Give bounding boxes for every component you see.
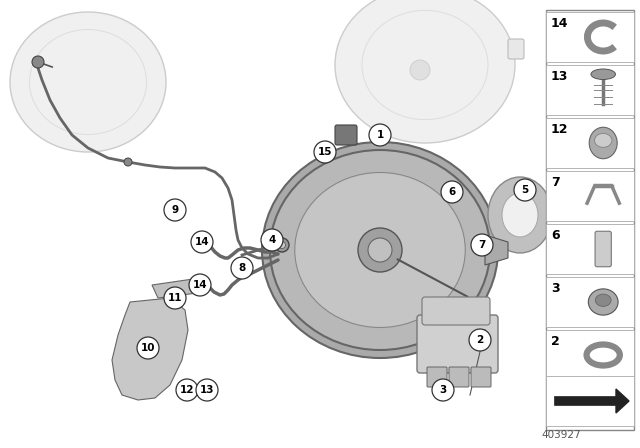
FancyBboxPatch shape [546,376,634,426]
FancyBboxPatch shape [546,224,634,274]
Text: 13: 13 [551,70,568,83]
Ellipse shape [589,127,617,159]
Ellipse shape [588,289,618,315]
Ellipse shape [410,60,430,80]
Text: 5: 5 [522,185,529,195]
FancyBboxPatch shape [422,297,490,325]
Circle shape [441,181,463,203]
Text: 2: 2 [551,335,560,348]
Circle shape [514,179,536,201]
Text: 1: 1 [376,130,383,140]
Circle shape [314,141,336,163]
Text: 6: 6 [449,187,456,197]
FancyBboxPatch shape [546,277,634,327]
Text: 13: 13 [200,385,214,395]
FancyBboxPatch shape [508,39,524,59]
Text: 9: 9 [172,205,179,215]
Text: 15: 15 [317,147,332,157]
FancyBboxPatch shape [417,315,498,373]
Circle shape [32,56,44,68]
Circle shape [275,238,289,252]
Circle shape [358,228,402,272]
Polygon shape [112,298,188,400]
Circle shape [196,379,218,401]
FancyBboxPatch shape [554,396,616,405]
Text: 11: 11 [168,293,182,303]
Text: 3: 3 [551,282,559,295]
FancyBboxPatch shape [595,231,611,267]
Circle shape [368,238,392,262]
Polygon shape [485,235,508,265]
Ellipse shape [295,172,465,327]
Circle shape [471,234,493,256]
Text: 2: 2 [476,335,484,345]
Circle shape [231,257,253,279]
Circle shape [191,231,213,253]
Ellipse shape [262,142,498,358]
Circle shape [164,199,186,221]
FancyBboxPatch shape [546,10,634,430]
Circle shape [278,241,285,249]
Circle shape [469,329,491,351]
FancyBboxPatch shape [546,65,634,115]
FancyBboxPatch shape [546,171,634,221]
Ellipse shape [502,193,538,237]
Text: 7: 7 [478,240,486,250]
Text: 6: 6 [551,229,559,242]
Circle shape [432,379,454,401]
Circle shape [189,274,211,296]
Text: 3: 3 [440,385,447,395]
Ellipse shape [335,0,515,143]
Text: 7: 7 [551,176,560,189]
Circle shape [124,158,132,166]
Circle shape [164,287,186,309]
FancyBboxPatch shape [427,367,447,387]
FancyBboxPatch shape [546,118,634,168]
Text: 12: 12 [551,123,568,136]
Polygon shape [152,278,205,298]
Ellipse shape [595,134,612,147]
Text: 14: 14 [193,280,207,290]
FancyBboxPatch shape [335,125,357,145]
Ellipse shape [595,294,611,306]
Circle shape [369,124,391,146]
Ellipse shape [270,150,490,350]
Ellipse shape [591,69,616,79]
Circle shape [137,337,159,359]
Ellipse shape [10,12,166,152]
FancyBboxPatch shape [546,12,634,62]
Text: 14: 14 [195,237,209,247]
Circle shape [176,379,198,401]
Text: 4: 4 [268,235,276,245]
Text: 403927: 403927 [541,430,580,440]
Text: 10: 10 [141,343,156,353]
FancyBboxPatch shape [471,367,491,387]
Circle shape [261,229,283,251]
Text: 12: 12 [180,385,195,395]
Ellipse shape [488,177,552,253]
FancyBboxPatch shape [546,330,634,380]
Polygon shape [616,389,629,413]
Text: 14: 14 [551,17,568,30]
Text: 8: 8 [238,263,246,273]
FancyBboxPatch shape [449,367,469,387]
